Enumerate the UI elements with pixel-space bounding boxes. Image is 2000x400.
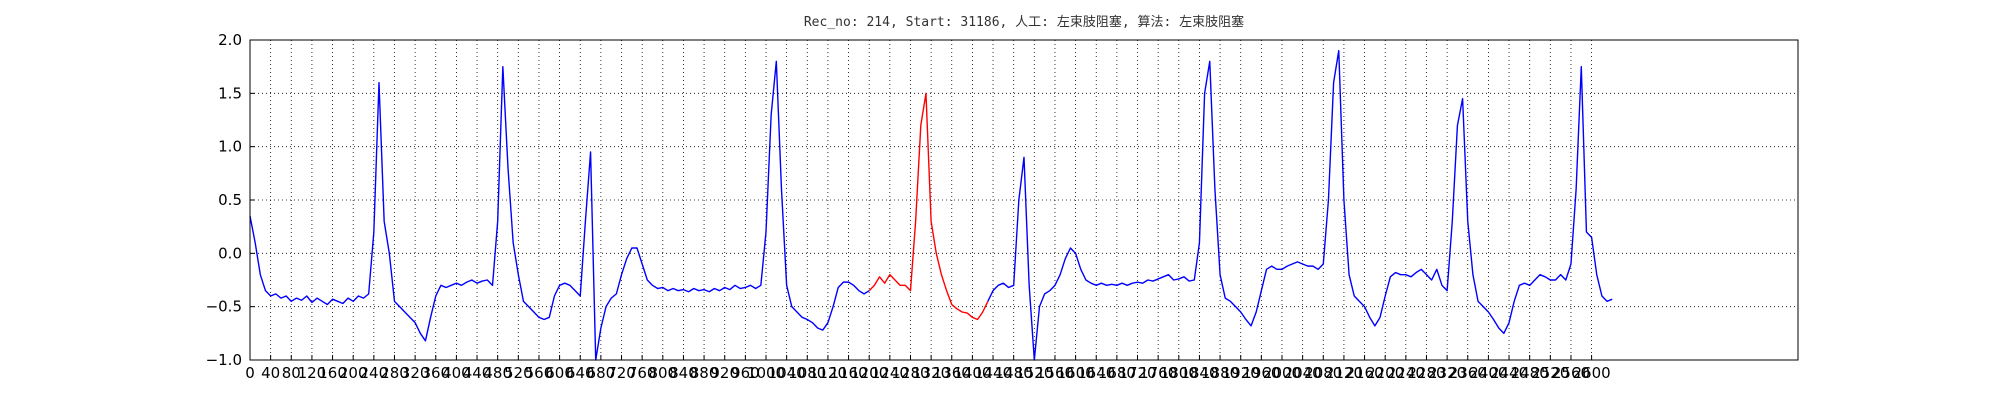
x-tick-label: 1160	[829, 364, 867, 382]
plot-frame	[249, 39, 1799, 361]
chart-title: Rec_no: 214, Start: 31186, 人工: 左束肢阻塞, 算法…	[804, 14, 1244, 30]
x-tick-label: 1320	[912, 364, 950, 382]
x-tick-label: 2520	[1531, 364, 1569, 382]
x-tick-label: 280	[380, 364, 409, 382]
x-tick-label: 960	[731, 364, 760, 382]
x-tick-label: 720	[607, 364, 636, 382]
x-tick-label: 2240	[1387, 364, 1425, 382]
x-tick-label: 120	[298, 364, 327, 382]
x-tick-label: 2560	[1552, 364, 1590, 382]
x-tick-label: 520	[504, 364, 533, 382]
x-tick-label: 2120	[1325, 364, 1363, 382]
ecg-line	[249, 49, 1613, 361]
x-tick-label: 800	[648, 364, 677, 382]
x-tick-label: 2000	[1263, 364, 1301, 382]
x-tick-label: 400	[442, 364, 471, 382]
x-tick-label: 760	[628, 364, 657, 382]
x-tick-label: 2440	[1490, 364, 1528, 382]
x-tick-label: 680	[587, 364, 616, 382]
x-tick-label: 1720	[1118, 364, 1156, 382]
y-tick-label: 0.0	[218, 244, 242, 262]
x-tick-label: 2600	[1573, 364, 1611, 382]
y-tick-label: 1.0	[218, 138, 242, 156]
x-tick-label: 1600	[1057, 364, 1095, 382]
x-tick-label: 1680	[1098, 364, 1136, 382]
x-tick-label: 880	[690, 364, 719, 382]
x-tick-label: 1400	[953, 364, 991, 382]
x-tick-label: 0	[245, 364, 255, 382]
x-tick-label: 640	[566, 364, 595, 382]
x-tick-label: 1040	[768, 364, 806, 382]
x-tick-label: 1360	[933, 364, 971, 382]
x-tick-label: 2040	[1284, 364, 1322, 382]
y-tick-label: 1.5	[218, 84, 242, 102]
x-tick-label: 1280	[891, 364, 929, 382]
x-tick-label: 160	[318, 364, 347, 382]
x-tick-label: 1440	[974, 364, 1012, 382]
ecg-line	[868, 92, 989, 321]
y-tick-label: −0.5	[206, 298, 242, 316]
x-tick-label: 2200	[1366, 364, 1404, 382]
x-tick-label: 1200	[850, 364, 888, 382]
x-tick-label: 320	[401, 364, 430, 382]
x-tick-label: 2320	[1428, 364, 1466, 382]
x-tick-label: 360	[421, 364, 450, 382]
y-tick-label: −1.0	[206, 351, 242, 369]
x-tick-label: 2360	[1449, 364, 1487, 382]
x-tick-label: 200	[339, 364, 368, 382]
x-tick-label: 1000	[747, 364, 785, 382]
x-tick-label: 1840	[1180, 364, 1218, 382]
x-tick-label: 2480	[1511, 364, 1549, 382]
x-tick-label: 2280	[1407, 364, 1445, 382]
x-tick-label: 440	[463, 364, 492, 382]
x-tick-label: 480	[483, 364, 512, 382]
x-tick-label: 1640	[1077, 364, 1115, 382]
x-tick-label: 40	[261, 364, 280, 382]
x-tick-label: 2080	[1304, 364, 1342, 382]
x-tick-label: 1560	[1036, 364, 1074, 382]
x-tick-label: 1800	[1160, 364, 1198, 382]
x-tick-label: 600	[545, 364, 574, 382]
x-tick-label: 1120	[809, 364, 847, 382]
x-tick-label: 2400	[1469, 364, 1507, 382]
x-tick-label: 1080	[788, 364, 826, 382]
y-tick-label: 2.0	[218, 31, 242, 49]
x-tick-label: 80	[282, 364, 301, 382]
x-tick-label: 1480	[995, 364, 1033, 382]
x-tick-label: 1520	[1015, 364, 1053, 382]
x-tick-label: 1240	[871, 364, 909, 382]
x-tick-label: 1760	[1139, 364, 1177, 382]
x-tick-label: 840	[669, 364, 698, 382]
x-tick-label: 1920	[1222, 364, 1260, 382]
x-tick-label: 560	[525, 364, 554, 382]
x-tick-label: 240	[360, 364, 389, 382]
x-tick-label: 920	[710, 364, 739, 382]
x-tick-label: 1960	[1242, 364, 1280, 382]
x-tick-label: 1880	[1201, 364, 1239, 382]
y-tick-label: 0.5	[218, 191, 242, 209]
x-tick-label: 2160	[1345, 364, 1383, 382]
